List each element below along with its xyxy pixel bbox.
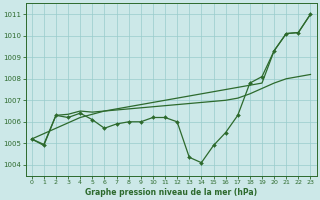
X-axis label: Graphe pression niveau de la mer (hPa): Graphe pression niveau de la mer (hPa) — [85, 188, 257, 197]
